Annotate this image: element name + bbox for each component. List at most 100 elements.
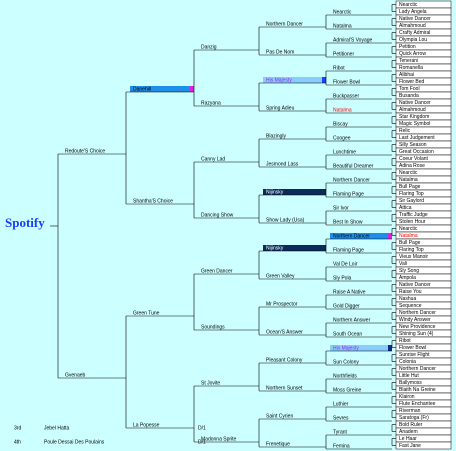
ancestor-name: Soundings (201, 324, 225, 330)
ancestor-name: Green Valley (266, 273, 295, 279)
ancestor-name: Natalma (333, 107, 352, 113)
ancestor-name: Le Haar (399, 436, 417, 442)
ancestor-name: Magic Symbol (399, 121, 430, 127)
ancestor-name: Ocean'S Answer (266, 329, 303, 335)
ancestor-name: Sequence (399, 303, 422, 309)
ancestor-name: Adina Rose (399, 163, 425, 169)
ancestor-name: Natalma (399, 233, 418, 239)
ancestor-name: Vieux Manoir (399, 254, 428, 260)
highlight-bar (263, 77, 326, 83)
ancestor-name: Tyrant (333, 429, 348, 435)
ancestor-name: Northern Answer (333, 317, 371, 323)
ancestor-box (395, 441, 452, 450)
ancestor-name: Danzig (201, 44, 217, 50)
ancestor-name: Luthier (333, 401, 349, 407)
ancestor-name: Ballymoss (399, 380, 422, 386)
ancestor-name: Almahmoud (399, 23, 426, 29)
ancestor-name: Nijinsky (266, 189, 284, 195)
ancestor-name: Canny Lad (201, 156, 225, 162)
highlight-marker (322, 77, 326, 83)
ancestor-name: Coeur Volant (399, 156, 429, 162)
highlight-bar (330, 345, 392, 351)
ancestor-name: Nearctic (399, 2, 418, 8)
ancestor-name: Shining Sun (4) (399, 331, 434, 337)
ancestor-name: Shantha'S Choice (133, 198, 173, 204)
ancestor-name: Moss Greine (333, 387, 362, 393)
ancestor-name: Sevres (333, 415, 349, 421)
highlight-marker (190, 86, 194, 92)
ancestor-name: Sly Pola (333, 275, 352, 281)
highlight-bar (130, 86, 194, 92)
ancestor-name: Lunchtime (333, 149, 356, 155)
ancestor-name: Native Dancer (399, 16, 431, 22)
ancestor-name: Val De Loir (333, 261, 358, 267)
ancestor-name: His Majesty (266, 77, 292, 83)
result-cell: D/1 (198, 425, 206, 431)
ancestor-name: Nearctic (333, 9, 352, 15)
ancestor-name: Pleasant Colony (266, 357, 303, 363)
ancestor-name: Vali (399, 261, 407, 267)
ancestor-name: St Jovite (201, 380, 220, 386)
ancestor-name: Show Lady (Usa) (266, 217, 305, 223)
ancestor-name: Sir Ivor (333, 205, 349, 211)
ancestor-name: Native Dancer (399, 100, 431, 106)
ancestor-name: Flaring Top (399, 247, 424, 253)
result-cell: Poule Dessai Des Poulains (44, 439, 105, 445)
ancestor-name: Tom Fool (399, 86, 420, 92)
ancestor-name: Native Dancer (399, 282, 431, 288)
ancestor-name: Silly Season (399, 142, 427, 148)
ancestor-name: Fast Jane (399, 443, 421, 449)
ancestor-name: Northern Dancer (399, 310, 436, 316)
ancestor-name: Bull Page (399, 240, 421, 246)
ancestor-name: Gold Digger (333, 303, 360, 309)
ancestor-name: Danehill (133, 86, 151, 92)
ancestor-name: Anadem (399, 429, 418, 435)
ancestor-name: Crafty Admiral (399, 30, 430, 36)
ancestor-name: Sunrise Flight (399, 352, 430, 358)
ancestor-name: Colonia (399, 359, 416, 365)
ancestor-name: Riverman (399, 408, 421, 414)
ancestor-name: Natalma (399, 177, 418, 183)
ancestor-name: Northern Dancer (266, 21, 303, 27)
ancestor-name: Beautiful Dreamer (333, 163, 374, 169)
result-cell: D/1 (198, 439, 206, 445)
ancestor-name: Quick Arrow (399, 51, 426, 57)
result-cell: Jebel Hatta (44, 425, 70, 431)
ancestor-name: His Majesty (333, 345, 359, 351)
ancestor-name: Flaming Page (333, 247, 364, 253)
ancestor-name: Northern Dancer (399, 366, 436, 372)
ancestor-name: Northern Sunset (266, 385, 303, 391)
ancestor-name: Sly Song (399, 268, 419, 274)
ancestor-name: Raise You (399, 289, 422, 295)
ancestor-name: Windy Answer (399, 317, 431, 323)
ancestor-name: Mr Prospector (266, 301, 298, 307)
ancestor-name: Redoute'S Choice (65, 148, 105, 154)
ancestor-name: Little Hut (399, 373, 419, 379)
ancestor-name: Flower Bed (399, 79, 425, 85)
ancestor-name: Stolen Hour (399, 219, 426, 225)
ancestor-name: Ribot (399, 338, 411, 344)
ancestor-name: Nearctic (399, 226, 418, 232)
ancestor-name: Spring Adieu (266, 105, 295, 111)
ancestor-name: Tenerani (399, 58, 418, 64)
ancestor-name: Alibhai (399, 72, 414, 78)
ancestor-name: Flaring Top (399, 191, 424, 197)
ancestor-name: Attica (399, 205, 412, 211)
ancestor-name: Blaith Na Greine (399, 387, 436, 393)
ancestor-name: Saratoga (Fr) (399, 415, 429, 421)
ancestor-name: Northern Dancer (333, 177, 370, 183)
highlight-bar (330, 233, 392, 239)
ancestor-name: Olympia Lou (399, 37, 427, 43)
ancestor-name: Madonna Sprite (201, 436, 237, 442)
ancestor-name: Razyana (201, 100, 221, 106)
highlight-marker (388, 345, 392, 351)
ancestor-name: Coogee (333, 135, 351, 141)
highlight-bar (263, 245, 326, 251)
ancestor-name: Petitioner (333, 51, 354, 57)
ancestor-name: Petition (399, 44, 416, 50)
ancestor-name: Admiral'S Voyage (333, 37, 373, 43)
ancestor-name: Traffic Judge (399, 212, 428, 218)
ancestor-name: Romanella (399, 65, 423, 71)
ancestor-name: Saint Cyrien (266, 413, 293, 419)
